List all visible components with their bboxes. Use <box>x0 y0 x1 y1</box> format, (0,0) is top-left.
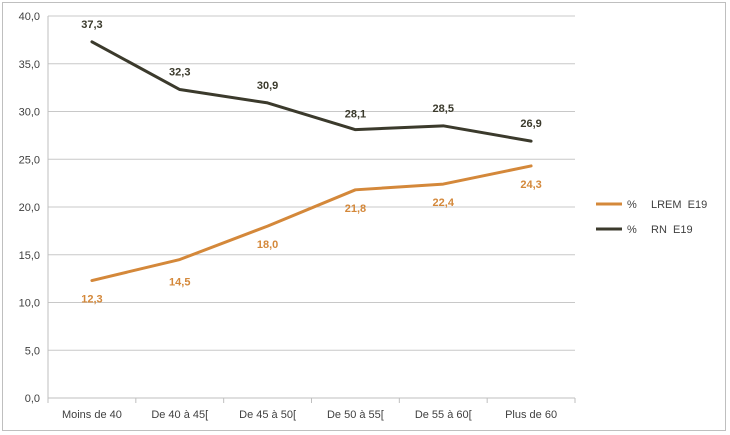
x-tick-label: Moins de 40 <box>62 409 122 421</box>
y-tick-label: 40,0 <box>19 11 40 23</box>
data-label: 26,9 <box>520 118 541 130</box>
y-tick-label: 35,0 <box>19 59 40 71</box>
data-label: 28,1 <box>345 109 366 121</box>
x-tick-label: De 50 à 55[ <box>327 409 384 421</box>
legend-label: RN E19 <box>651 224 693 236</box>
legend: % LREM E19% RN E19 <box>596 199 707 236</box>
legend-prefix: % <box>627 199 637 211</box>
y-axis-ticks: 0,0 5,0 10,0 15,0 20,0 25,0 30,0 35,0 40,0 <box>19 11 40 405</box>
data-label: 12,3 <box>81 294 102 306</box>
data-labels: 12,3 14,5 18,0 21,8 22,4 24,3 37,3 32,3 30,9 28,1… <box>81 19 542 306</box>
legend-prefix: % <box>627 224 637 236</box>
data-label: 22,4 <box>433 197 455 209</box>
data-label: 21,8 <box>345 203 366 215</box>
series-lines <box>90 40 533 283</box>
data-label: 18,0 <box>257 239 278 251</box>
x-tick-label: De 55 à 60[ <box>415 409 472 421</box>
y-tick-label: 30,0 <box>19 107 40 119</box>
data-label: 24,3 <box>520 179 541 191</box>
series-line <box>90 40 533 143</box>
data-label: 30,9 <box>257 80 278 92</box>
y-tick-label: 20,0 <box>19 202 40 214</box>
data-label: 32,3 <box>169 67 190 79</box>
legend-label: LREM E19 <box>651 199 707 211</box>
y-tick-label: 5,0 <box>25 345 40 357</box>
chart-frame <box>2 2 726 431</box>
x-tick-label: De 45 à 50[ <box>239 409 296 421</box>
data-label: 14,5 <box>169 277 190 289</box>
y-tick-label: 25,0 <box>19 154 40 166</box>
x-tick-label: De 40 à 45[ <box>151 409 208 421</box>
x-axis-ticks: Moins de 40 De 40 à 45[ De 45 à 50[ De 50 à… <box>47 398 576 421</box>
y-tick-label: 15,0 <box>19 250 40 262</box>
data-label: 28,5 <box>433 103 454 115</box>
series-line <box>90 164 533 283</box>
y-tick-label: 10,0 <box>19 298 40 310</box>
y-tick-label: 0,0 <box>25 393 40 405</box>
data-label: 37,3 <box>81 19 102 31</box>
x-tick-label: Plus de 60 <box>505 409 557 421</box>
